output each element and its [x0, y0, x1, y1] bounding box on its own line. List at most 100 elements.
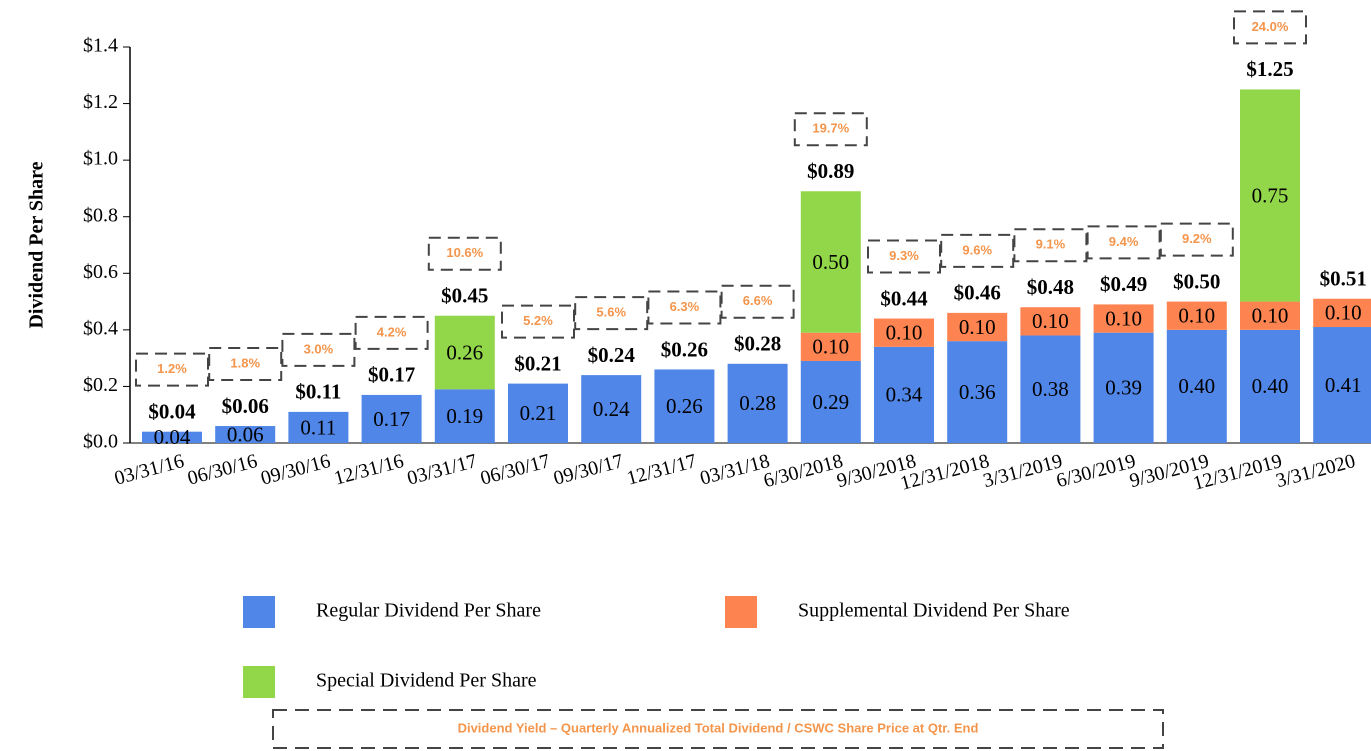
x-tick-label: 09/30/17	[551, 450, 625, 490]
segment-label: 0.40	[1178, 374, 1215, 398]
yield-box	[647, 290, 722, 325]
total-label: $0.49	[1100, 272, 1147, 296]
yield-label: 9.2%	[1182, 231, 1212, 246]
segment-label: 0.10	[886, 320, 923, 344]
total-label: $0.26	[661, 337, 708, 361]
bar-segment	[947, 341, 1008, 443]
x-tick-label: 6/30/2018	[761, 450, 845, 492]
segment-label: 0.29	[812, 390, 849, 414]
yield-label: 3.0%	[304, 341, 334, 356]
bar-segment	[434, 315, 495, 390]
yield-box	[1233, 10, 1307, 45]
x-tick-label: 12/31/17	[624, 450, 698, 490]
bar-segment	[1166, 329, 1227, 443]
yield-box	[281, 332, 356, 367]
x-tick-label: 12/31/16	[332, 450, 406, 490]
bar-segment	[434, 389, 495, 443]
bar-segment	[288, 411, 349, 443]
segment-label: 0.21	[520, 401, 557, 425]
bar-segment	[1020, 307, 1081, 336]
legend-swatch	[725, 596, 757, 628]
footnote-box	[272, 709, 1164, 749]
total-label: $0.21	[514, 351, 561, 375]
bar-segment	[1020, 335, 1081, 443]
yield-label: 10.6%	[446, 245, 483, 260]
y-tick-label: $0.6	[83, 261, 118, 283]
bar-segment	[142, 431, 202, 443]
yield-box	[940, 233, 1015, 268]
segment-label: 0.10	[1178, 304, 1215, 328]
legend-label: Regular Dividend Per Share	[316, 600, 541, 622]
bar-segment	[1240, 89, 1300, 302]
total-label: $0.89	[807, 159, 854, 183]
total-label: $0.24	[588, 343, 636, 367]
total-label: $0.44	[880, 286, 928, 310]
x-tick-label: 3/31/2019	[981, 450, 1065, 492]
segment-label: 0.38	[1032, 377, 1069, 401]
bar-segment	[800, 191, 861, 333]
yield-label: 9.3%	[889, 248, 919, 263]
legend-swatch	[243, 596, 275, 628]
yield-label: 1.2%	[157, 361, 187, 376]
yield-label: 5.2%	[523, 313, 553, 328]
bar-segment	[727, 363, 788, 443]
segment-label: 0.75	[1252, 183, 1289, 207]
yield-box	[208, 347, 283, 382]
x-tick-label: 6/30/2019	[1054, 450, 1138, 492]
bar-segment	[1093, 332, 1154, 443]
yield-box	[867, 239, 941, 274]
segment-label: 0.11	[300, 415, 336, 439]
segment-label: 0.10	[1325, 301, 1362, 325]
yield-box	[354, 315, 429, 350]
bar-segment	[215, 426, 276, 443]
segment-label: 0.10	[1252, 304, 1289, 328]
bar-segment	[874, 318, 934, 347]
yield-label: 5.6%	[596, 305, 626, 320]
bar-segment	[1240, 301, 1300, 330]
total-label: $0.46	[954, 281, 1001, 305]
legend-swatch	[243, 666, 275, 698]
yield-box	[1086, 225, 1161, 260]
total-label: $0.50	[1173, 269, 1220, 293]
bar-segment	[947, 312, 1008, 342]
yield-label: 24.0%	[1252, 19, 1289, 34]
bar-segment	[654, 369, 715, 443]
x-tick-label: 03/31/16	[112, 450, 186, 490]
y-tick-label: $0.2	[83, 374, 118, 396]
legend-label: Special Dividend Per Share	[316, 670, 537, 692]
yield-label: 1.8%	[230, 355, 260, 370]
yield-label: 9.6%	[962, 242, 992, 257]
y-tick-label: $1.0	[83, 148, 118, 170]
bar-segment	[1093, 304, 1154, 333]
y-tick-label: $0.8	[83, 204, 118, 226]
footnote: Dividend Yield – Quarterly Annualized To…	[458, 720, 979, 735]
segment-label: 0.10	[959, 315, 996, 339]
segment-label: 0.50	[812, 250, 849, 274]
yield-box	[793, 112, 868, 147]
yield-label: 19.7%	[812, 121, 849, 136]
segment-label: 0.41	[1325, 373, 1362, 397]
yield-box	[427, 236, 502, 271]
segment-label: 0.34	[886, 383, 923, 407]
segment-label: 0.10	[1105, 306, 1142, 330]
yield-label: 9.4%	[1109, 234, 1139, 249]
segment-label: 0.19	[446, 404, 483, 428]
total-label: $0.45	[441, 284, 488, 308]
y-tick-label: $1.4	[83, 35, 118, 57]
bar-segment	[581, 375, 642, 443]
segment-label: 0.36	[959, 380, 996, 404]
y-tick-label: $0.0	[83, 431, 118, 453]
total-label: $0.04	[148, 399, 196, 423]
yield-label: 6.6%	[743, 293, 773, 308]
total-label: $0.06	[222, 394, 269, 418]
yield-label: 9.1%	[1036, 237, 1066, 252]
x-tick-label: 03/31/17	[405, 450, 479, 490]
y-tick-label: $0.4	[83, 317, 118, 339]
total-label: $0.17	[368, 363, 415, 387]
x-tick-label: 3/31/2020	[1274, 450, 1358, 492]
total-label: $1.25	[1246, 57, 1293, 81]
bar-segment	[800, 332, 861, 361]
segment-label: 0.26	[666, 394, 703, 418]
segment-label: 0.04	[154, 425, 191, 449]
